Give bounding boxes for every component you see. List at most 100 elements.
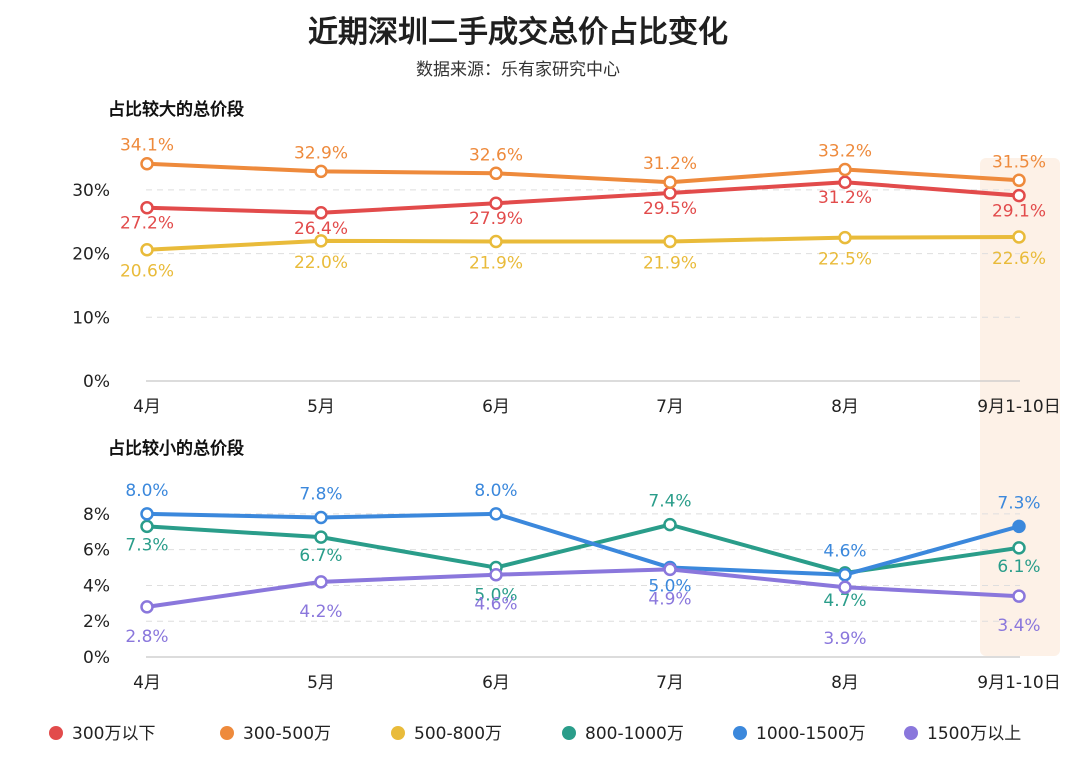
data-point	[140, 519, 154, 534]
series-line	[145, 522, 1021, 575]
x-tick-label: 8月	[831, 397, 859, 417]
x-tick-label: 5月	[307, 673, 335, 693]
data-label: 7.3%	[125, 535, 168, 555]
data-point	[140, 156, 154, 171]
data-point	[489, 166, 503, 181]
data-point	[663, 175, 677, 189]
data-label: 6.1%	[997, 557, 1040, 577]
data-label: 33.2%	[818, 141, 872, 161]
data-label: 5.0%	[648, 577, 691, 597]
data-point	[489, 507, 503, 521]
data-label: 7.8%	[299, 484, 342, 504]
legend-marker	[391, 726, 405, 740]
x-tick-label: 5月	[307, 397, 335, 417]
data-point	[838, 580, 852, 594]
data-point	[1012, 519, 1026, 534]
data-point	[140, 242, 154, 257]
data-label: 7.3%	[997, 493, 1040, 513]
series-line	[145, 567, 1021, 609]
y-tick-label: 30%	[72, 181, 110, 201]
y-tick-label: 4%	[83, 576, 110, 596]
data-label: 27.2%	[120, 214, 174, 234]
data-label: 22.5%	[818, 250, 872, 270]
data-label: 31.5%	[992, 152, 1046, 172]
legend-marker	[562, 726, 576, 740]
data-point	[140, 200, 154, 215]
data-point	[314, 206, 328, 220]
data-label: 27.9%	[469, 209, 523, 229]
legend-label: 1500万以上	[927, 724, 1021, 744]
data-label: 2.8%	[125, 627, 168, 647]
data-label: 31.2%	[818, 188, 872, 208]
data-point	[1012, 541, 1026, 555]
series-line	[145, 235, 1021, 252]
data-point	[1012, 188, 1026, 203]
x-tick-label: 9月1-10日	[977, 397, 1060, 417]
data-point	[1012, 230, 1026, 244]
data-point	[314, 234, 328, 248]
data-label: 22.0%	[294, 253, 348, 273]
data-point	[663, 234, 677, 249]
data-point	[838, 567, 852, 582]
legend-label: 1000-1500万	[756, 724, 866, 744]
data-label: 32.9%	[294, 143, 348, 163]
data-point	[140, 600, 154, 614]
data-label: 4.6%	[474, 595, 517, 615]
data-label: 4.6%	[823, 542, 866, 562]
data-label: 7.4%	[648, 492, 691, 512]
data-point	[140, 507, 154, 521]
data-label: 21.9%	[643, 253, 697, 273]
data-label: 8.0%	[474, 481, 517, 501]
data-label: 34.1%	[120, 136, 174, 156]
legend-label: 300万以下	[72, 724, 155, 744]
bottom-panel-title: 占比较小的总价段	[108, 438, 244, 459]
data-label: 4.2%	[299, 602, 342, 622]
data-label: 29.5%	[643, 199, 697, 219]
data-point	[838, 175, 852, 189]
data-label: 32.6%	[469, 145, 523, 165]
x-tick-label: 7月	[656, 673, 684, 693]
data-point	[314, 575, 328, 589]
legend-label: 800-1000万	[585, 724, 684, 744]
data-label: 4.7%	[823, 591, 866, 611]
data-label: 6.7%	[299, 546, 342, 566]
data-point	[489, 567, 503, 582]
chart-title: 近期深圳二手成交总价占比变化	[308, 15, 728, 50]
data-point	[1012, 173, 1026, 188]
y-tick-label: 8%	[83, 505, 110, 525]
legend-marker	[904, 726, 918, 740]
y-tick-label: 0%	[83, 372, 110, 392]
data-point	[838, 230, 852, 245]
data-point	[314, 530, 328, 544]
data-point	[663, 517, 677, 532]
x-tick-label: 4月	[133, 673, 161, 693]
chart-subtitle: 数据来源：乐有家研究中心	[416, 60, 620, 80]
legend-label: 500-800万	[414, 724, 502, 744]
data-point	[489, 234, 503, 249]
top-panel: 0% 10% 20% 30% 4月 5月 6月 7月 8月 9月1-10日 27.2% 26.4% 27…	[72, 136, 1061, 417]
legend-label: 300-500万	[243, 724, 331, 744]
legend-marker	[220, 726, 234, 740]
y-tick-label: 2%	[83, 612, 110, 632]
data-label: 4.9%	[648, 589, 691, 609]
x-tick-label: 7月	[656, 397, 684, 417]
data-label: 26.4%	[294, 219, 348, 239]
data-point	[663, 186, 677, 200]
bottom-panel: 0% 2% 4% 6% 8% 4月 5月 6月 7月 8月 9月1-10日 7.3% 6.7% 5.0% 7…	[83, 481, 1061, 693]
legend-marker	[49, 726, 63, 740]
top-panel-title: 占比较大的总价段	[108, 99, 244, 120]
data-label: 3.9%	[823, 629, 866, 649]
y-tick-label: 0%	[83, 648, 110, 668]
x-tick-label: 8月	[831, 673, 859, 693]
legend-marker	[733, 726, 747, 740]
data-point	[1012, 589, 1026, 603]
data-point	[838, 162, 852, 177]
y-tick-label: 6%	[83, 541, 110, 561]
legend: 300万以下 300-500万 500-800万 800-1000万 1000-1500…	[49, 724, 1021, 744]
series-line	[145, 161, 1021, 185]
data-point	[489, 196, 503, 210]
data-label: 3.4%	[997, 616, 1040, 636]
series-line	[145, 511, 1021, 577]
